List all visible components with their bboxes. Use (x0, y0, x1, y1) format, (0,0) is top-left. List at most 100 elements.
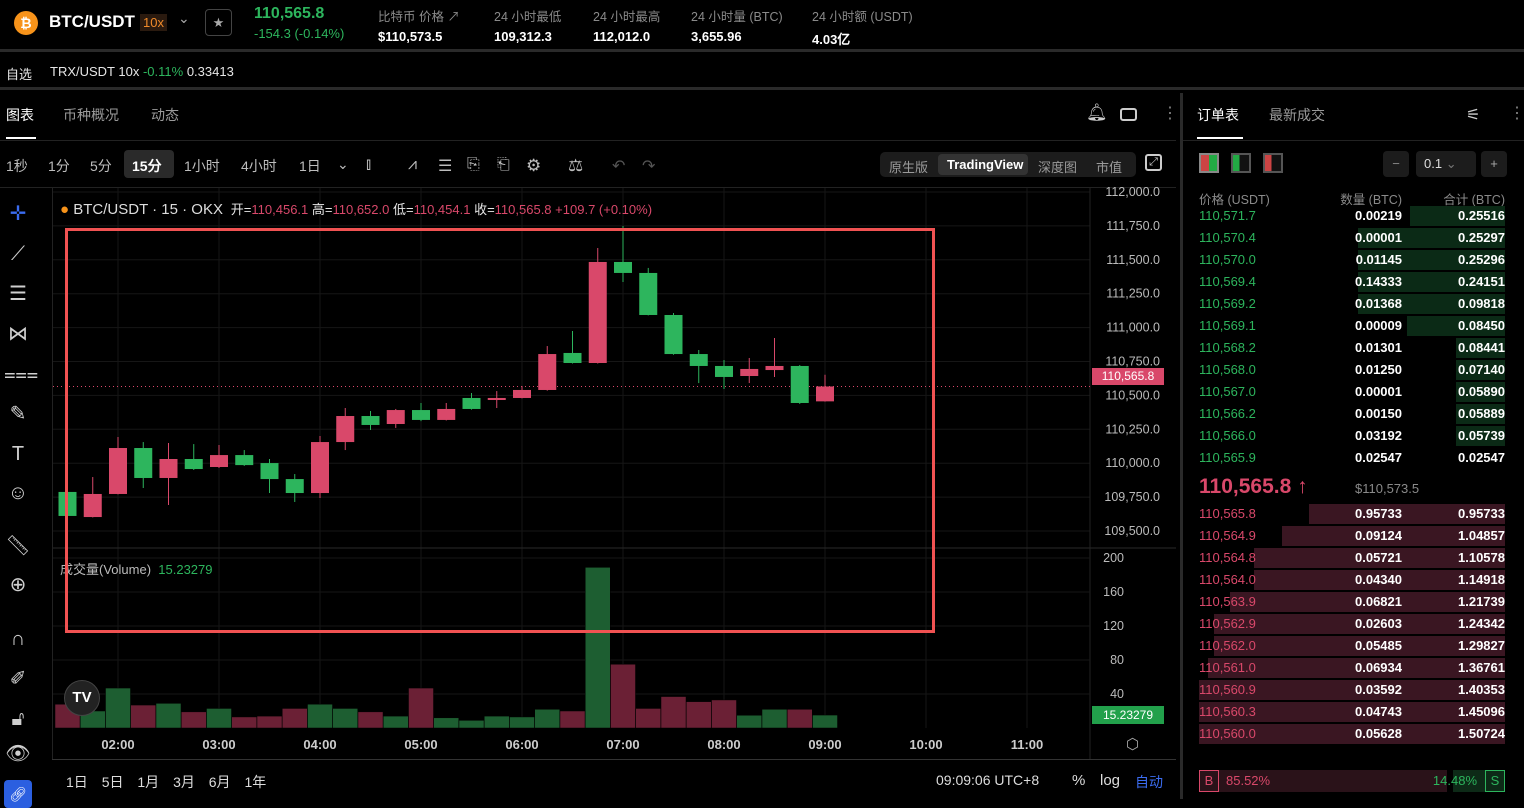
time-tick-label: 06:00 (505, 737, 538, 752)
tradingview-logo[interactable]: TV (64, 680, 100, 716)
favorite-item-trx[interactable]: TRX/USDT 10x -0.11% 0.33413 (50, 64, 234, 79)
emoji-icon[interactable]: ☺ (7, 482, 29, 504)
log-scale-toggle[interactable]: log (1100, 772, 1121, 789)
template-icon[interactable]: ⎗ (497, 156, 510, 173)
step-select[interactable]: 0.1 ⌄ (1416, 151, 1476, 177)
timeframe-1h[interactable]: 1小时 (184, 158, 220, 174)
range-1y[interactable]: 1年 (244, 774, 267, 790)
range-1m[interactable]: 1月 (137, 774, 160, 790)
projection-icon[interactable]: ⩶ (4, 363, 39, 385)
brush-icon[interactable]: ✎ (9, 403, 27, 425)
favorite-star-button[interactable]: ★ (205, 9, 232, 36)
replay-icon[interactable]: ⎘ (467, 156, 480, 173)
chevron-down-icon[interactable]: ⌄ (337, 156, 349, 172)
range-5d[interactable]: 5日 (101, 774, 124, 790)
ask-row[interactable]: 110,568.2 0.01301 0.08441 (1199, 338, 1505, 358)
view-native[interactable]: 原生版 (889, 160, 929, 175)
ask-row[interactable]: 110,566.0 0.03192 0.05739 (1199, 426, 1505, 446)
percent-scale-toggle[interactable]: % (1072, 772, 1086, 789)
step-decrease-button[interactable]: − (1383, 151, 1409, 177)
ask-row[interactable]: 110,569.1 0.00009 0.08450 (1199, 316, 1505, 336)
book-asks-icon[interactable] (1263, 153, 1283, 173)
alert-add-icon[interactable]: 🔔︎ (1086, 103, 1108, 122)
timeframe-15m[interactable]: 15分 (132, 158, 162, 174)
external-link-icon[interactable]: ↗ (447, 10, 460, 24)
redo-icon[interactable]: ↷ (642, 158, 656, 175)
depth-bar (1199, 724, 1505, 744)
step-increase-button[interactable]: + (1481, 151, 1507, 177)
ask-row[interactable]: 110,571.7 0.00219 0.25516 (1199, 206, 1505, 226)
bid-row[interactable]: 110,560.9 0.03592 1.40353 (1199, 680, 1505, 700)
book-both-icon[interactable] (1199, 153, 1219, 173)
timeframe-4h[interactable]: 4小时 (241, 158, 277, 174)
ask-row[interactable]: 110,570.4 0.00001 0.25297 (1199, 228, 1505, 248)
fullscreen-icon[interactable]: ⤢ (1145, 154, 1162, 171)
ask-row[interactable]: 110,568.0 0.01250 0.07140 (1199, 360, 1505, 380)
more-icon[interactable]: ⋮ (1162, 105, 1178, 122)
candle-body (639, 272, 658, 315)
timeframe-1d[interactable]: 1日 (299, 158, 321, 174)
ask-row[interactable]: 110,570.0 0.01145 0.25296 (1199, 250, 1505, 270)
tab-overview[interactable]: 币种概况 (63, 107, 119, 123)
trendline-icon[interactable]: ⟋ (11, 243, 25, 265)
ruler-icon[interactable]: 📏︎ (5, 535, 31, 557)
lock-icon[interactable]: 🔓︎ (11, 708, 25, 730)
settings-hex-icon[interactable]: ⬡ (1126, 736, 1140, 753)
bid-row[interactable]: 110,561.0 0.06934 1.36761 (1199, 658, 1505, 678)
view-marketcap[interactable]: 市值 (1096, 160, 1123, 175)
fib-lines-icon[interactable]: ☰ (9, 283, 27, 305)
list-icon[interactable]: ☰ (438, 158, 453, 175)
ask-row[interactable]: 110,566.2 0.00150 0.05889 (1199, 404, 1505, 424)
eye-icon[interactable]: 👁︎ (5, 743, 31, 765)
bid-row[interactable]: 110,560.0 0.05628 1.50724 (1199, 724, 1505, 744)
tab-activity[interactable]: 动态 (151, 107, 179, 123)
coin-icon: ● (60, 201, 70, 218)
compare-scale-icon[interactable]: ⚖ (568, 156, 584, 175)
ask-row[interactable]: 110,567.0 0.00001 0.05890 (1199, 382, 1505, 402)
view-depth[interactable]: 深度图 (1038, 160, 1078, 175)
zoom-in-icon[interactable]: ⊕ (9, 574, 27, 596)
bid-row[interactable]: 110,564.0 0.04340 1.14918 (1199, 570, 1505, 590)
tab-order-book[interactable]: 订单表 (1197, 107, 1239, 123)
bid-row[interactable]: 110,562.0 0.05485 1.29827 (1199, 636, 1505, 656)
view-tradingview[interactable]: TradingView (947, 157, 1024, 172)
bid-row[interactable]: 110,564.8 0.05721 1.10578 (1199, 548, 1505, 568)
tab-chart[interactable]: 图表 (6, 107, 34, 123)
book-bids-icon[interactable] (1231, 153, 1251, 173)
magnet-icon[interactable]: ∩ (10, 628, 26, 650)
bid-row[interactable]: 110,565.8 0.95733 0.95733 (1199, 504, 1505, 524)
more-icon[interactable]: ⋮ (1509, 105, 1524, 122)
gear-icon[interactable]: ⚙ (526, 156, 542, 175)
amount: 0.09124 (1355, 528, 1402, 543)
tab-recent-trades[interactable]: 最新成交 (1269, 107, 1325, 123)
ask-row[interactable]: 110,569.2 0.01368 0.09818 (1199, 294, 1505, 314)
indicators-icon[interactable]: ⩘ (408, 156, 418, 173)
amount: 0.14333 (1355, 274, 1402, 289)
auto-scale-toggle[interactable]: 自动 (1135, 774, 1163, 790)
sliders-icon[interactable]: ⚟ (1466, 107, 1481, 124)
depth-bar (1456, 426, 1505, 446)
ask-row[interactable]: 110,565.9 0.02547 0.02547 (1199, 448, 1505, 468)
range-3m[interactable]: 3月 (173, 774, 195, 790)
range-6m[interactable]: 6月 (208, 774, 231, 790)
bid-row[interactable]: 110,560.3 0.04743 1.45096 (1199, 702, 1505, 722)
timeframe-5m[interactable]: 5分 (90, 158, 112, 174)
bid-row[interactable]: 110,562.9 0.02603 1.24342 (1199, 614, 1505, 634)
volume-tick-label: 120 (1103, 619, 1124, 633)
chevron-down-icon[interactable]: ⌄ (178, 10, 190, 26)
pattern-icon[interactable]: ⋈ (8, 323, 28, 345)
bid-row[interactable]: 110,564.9 0.09124 1.04857 (1199, 526, 1505, 546)
ask-row[interactable]: 110,569.4 0.14333 0.24151 (1199, 272, 1505, 292)
lock-drawing-icon[interactable]: ✐ (9, 668, 27, 690)
undo-icon[interactable]: ↶ (612, 158, 626, 175)
crosshair-icon[interactable]: ✛ (9, 203, 27, 225)
candlestick-chart[interactable]: 02:00 03:00 04:00 05:00 06:00 07:00 08:00 09:00… (0, 0, 1176, 799)
timeframe-1s[interactable]: 1秒 (6, 158, 28, 174)
range-1d[interactable]: 1日 (66, 774, 88, 790)
timeframe-1m[interactable]: 1分 (48, 158, 70, 174)
symbol-title[interactable]: BTC/USDT (49, 12, 135, 31)
text-icon[interactable]: T (11, 443, 25, 465)
window-icon[interactable] (1120, 108, 1137, 121)
candle-type-icon[interactable]: ⫾ (366, 156, 372, 173)
bid-row[interactable]: 110,563.9 0.06821 1.21739 (1199, 592, 1505, 612)
